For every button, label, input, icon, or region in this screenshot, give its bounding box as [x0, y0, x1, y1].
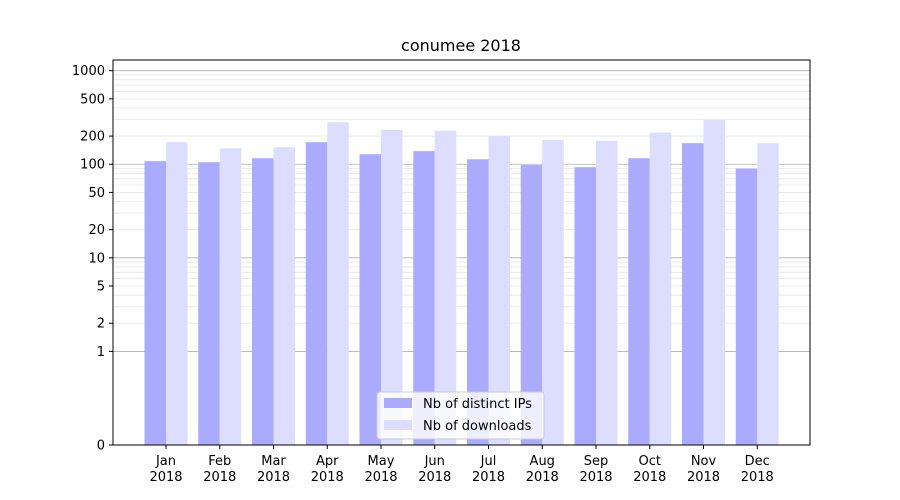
bar-distinct-ips — [467, 159, 489, 446]
bar-downloads — [273, 147, 295, 445]
y-tick-label: 500 — [80, 92, 105, 107]
bar-downloads — [649, 132, 672, 445]
x-tick-label: Sep 2018 — [579, 454, 612, 485]
legend: Nb of distinct IPs Nb of downloads — [376, 391, 545, 440]
x-tick-label: Oct 2018 — [633, 454, 666, 485]
bar-downloads — [542, 139, 564, 445]
bar-downloads — [757, 143, 779, 445]
legend-swatch-downloads — [384, 420, 412, 430]
y-tick-label: 2 — [97, 317, 105, 332]
bar-downloads — [703, 119, 725, 445]
x-tick-label: Jan 2018 — [149, 454, 182, 485]
x-tick-label: Feb 2018 — [203, 454, 236, 485]
plot-frame — [112, 59, 811, 446]
x-tick-label: May 2018 — [364, 454, 397, 485]
bar-distinct-ips — [305, 142, 328, 445]
y-tick-label: 50 — [88, 186, 105, 201]
bar-downloads — [488, 136, 510, 446]
bar-downloads — [327, 122, 349, 445]
bar-distinct-ips — [682, 143, 704, 445]
bar-downloads — [596, 140, 618, 445]
legend-box — [376, 391, 545, 440]
y-axis: 0 1 2 5 10 20 50 100 200 500 1000 — [72, 64, 113, 454]
bar-distinct-ips — [520, 165, 543, 445]
bar-downloads — [219, 148, 242, 446]
y-tick-label: 1 — [97, 345, 105, 360]
bar-distinct-ips — [413, 151, 435, 446]
x-tick-label: Nov 2018 — [687, 454, 720, 485]
y-tick-label: 100 — [80, 158, 105, 173]
bar-distinct-ips — [144, 161, 166, 445]
x-tick-label: Dec 2018 — [741, 454, 774, 485]
bar-distinct-ips — [628, 158, 650, 446]
x-tick-label: Aug 2018 — [526, 454, 559, 485]
bar-downloads — [381, 129, 403, 445]
x-tick-label: Mar 2018 — [257, 454, 290, 485]
bars — [144, 119, 779, 446]
bar-downloads — [434, 130, 457, 445]
y-tick-label: 1000 — [72, 64, 105, 79]
x-axis: Jan 2018 Feb 2018 Mar 2018 Apr 2018 May 2018 Jun 20… — [149, 445, 774, 485]
legend-label-downloads: Nb of downloads — [423, 419, 532, 434]
x-tick-label: Jun 2018 — [418, 454, 451, 485]
bar-distinct-ips — [359, 154, 381, 446]
bar-distinct-ips — [252, 158, 274, 446]
bar-distinct-ips — [574, 167, 596, 446]
x-tick-label: Apr 2018 — [311, 454, 344, 485]
x-tick-label: Jul 2018 — [472, 454, 505, 485]
y-tick-label: 0 — [97, 439, 105, 454]
chart-title: conumee 2018 — [401, 36, 521, 55]
bar-distinct-ips — [198, 162, 220, 446]
y-tick-label: 5 — [97, 280, 105, 295]
legend-swatch-ips — [384, 398, 412, 408]
bar-downloads — [166, 142, 188, 445]
legend-label-ips: Nb of distinct IPs — [423, 397, 532, 412]
bar-distinct-ips — [735, 168, 758, 445]
y-tick-label: 200 — [80, 130, 105, 145]
y-tick-label: 20 — [88, 223, 105, 238]
y-tick-label: 10 — [88, 251, 105, 266]
